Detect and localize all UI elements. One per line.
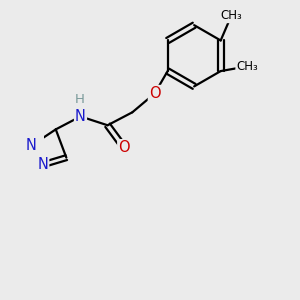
Text: N: N — [75, 109, 86, 124]
Text: N: N — [38, 157, 48, 172]
Text: CH₃: CH₃ — [236, 60, 258, 73]
Text: H: H — [74, 93, 84, 106]
Text: N: N — [26, 138, 37, 153]
Text: O: O — [118, 140, 130, 155]
Text: CH₃: CH₃ — [220, 9, 242, 22]
Text: O: O — [149, 86, 161, 101]
